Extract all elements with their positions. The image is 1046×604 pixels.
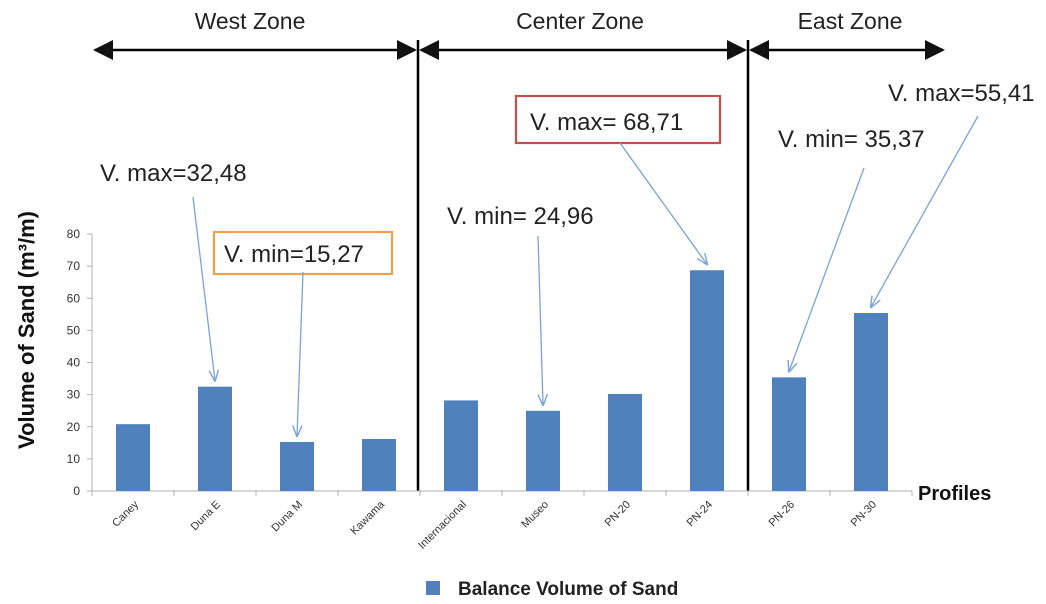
zone-label: East Zone bbox=[798, 8, 903, 34]
y-tick-label: 80 bbox=[67, 227, 81, 241]
bar-pn-30 bbox=[854, 312, 888, 491]
annotation-box bbox=[212, 230, 394, 276]
zone-label: Center Zone bbox=[516, 8, 644, 34]
legend-swatch bbox=[426, 581, 440, 595]
x-axis-title: Profiles bbox=[918, 483, 991, 505]
y-tick-label: 40 bbox=[67, 356, 81, 370]
category-label: PN-30 bbox=[849, 499, 880, 530]
zone-label: West Zone bbox=[195, 8, 306, 34]
annotation-label: V. min=15,27 bbox=[224, 241, 364, 268]
y-axis-title: Volume of Sand (m³/m) bbox=[14, 211, 39, 449]
y-tick-label: 20 bbox=[67, 420, 81, 434]
category-label: Internacional bbox=[416, 499, 469, 552]
annotation-arrow bbox=[537, 235, 543, 405]
bar-pn-26 bbox=[772, 377, 806, 491]
annotation-arrow bbox=[192, 196, 215, 381]
category-label: Kawama bbox=[348, 498, 387, 537]
category-label: PN-24 bbox=[685, 499, 716, 530]
category-label: Duna E bbox=[189, 499, 223, 533]
bar-duna-m bbox=[280, 441, 314, 491]
category-label: PN-20 bbox=[603, 499, 634, 530]
bar-duna-e bbox=[198, 386, 232, 491]
annotation-arrow bbox=[871, 115, 979, 307]
category-label: PN-26 bbox=[767, 499, 798, 530]
annotation-box bbox=[514, 94, 722, 145]
annotation-label: V. min= 24,96 bbox=[447, 203, 594, 230]
y-tick-label: 50 bbox=[67, 323, 81, 337]
annotations-layer: V. max=32,48 V. min=15,27 V. min= 24,96 V. … bbox=[100, 80, 1035, 436]
annotation-label: V. max=55,41 bbox=[888, 80, 1035, 107]
annotation-label: V. max= 68,71 bbox=[530, 109, 683, 136]
y-tick-label: 30 bbox=[67, 388, 81, 402]
y-tick-label: 10 bbox=[67, 452, 81, 466]
bar-kawama bbox=[362, 438, 396, 491]
legend-label: Balance Volume of Sand bbox=[458, 579, 678, 600]
category-label: Caney bbox=[110, 498, 141, 529]
y-tick-label: 70 bbox=[67, 259, 81, 273]
category-label: Museo bbox=[519, 499, 551, 531]
annotation-arrow bbox=[619, 142, 707, 264]
y-tick-label: 60 bbox=[67, 291, 81, 305]
legend: Balance Volume of Sand bbox=[426, 579, 678, 600]
bars-layer bbox=[116, 270, 888, 491]
annotation-label: V. min= 35,37 bbox=[778, 126, 925, 153]
annotation-arrow bbox=[297, 271, 304, 436]
y-tick-label: 0 bbox=[73, 484, 80, 498]
bar-pn-20 bbox=[608, 393, 642, 491]
bar-pn-24 bbox=[690, 270, 724, 491]
bar-caney bbox=[116, 424, 150, 491]
bar-internacional bbox=[444, 400, 478, 491]
annotation-arrow bbox=[789, 167, 865, 371]
annotation-label: V. max=32,48 bbox=[100, 160, 247, 187]
labels-layer: 0 10 20 30 40 50 60 70 80 Volume of Sand (m³/m) Pr… bbox=[14, 211, 991, 552]
category-label: Duna M bbox=[269, 499, 305, 535]
bar-museo bbox=[526, 410, 560, 491]
zones-layer: West Zone Center Zone East Zone bbox=[93, 8, 945, 491]
